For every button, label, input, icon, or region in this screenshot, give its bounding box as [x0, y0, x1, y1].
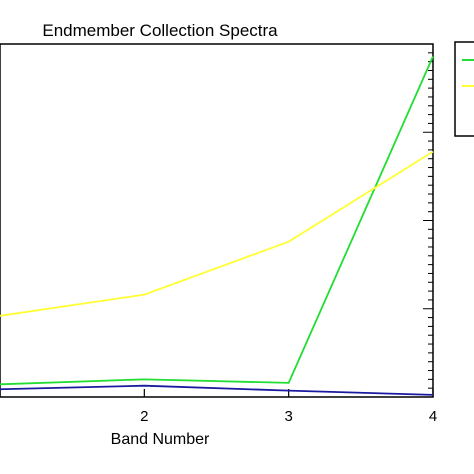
series-line-1	[0, 55, 434, 386]
chart-title: Endmember Collection Spectra	[42, 21, 278, 40]
x-tick-label: 4	[429, 408, 437, 425]
x-tick-label: 3	[284, 408, 292, 425]
series-lines	[0, 55, 434, 396]
plot-frame	[0, 43, 434, 398]
series-line-3	[0, 384, 434, 396]
legend-box	[454, 41, 474, 137]
x-tick-label: 2	[140, 408, 148, 425]
x-axis-ticks: 2 3 4	[0, 389, 437, 425]
series-line-2	[0, 150, 434, 317]
legend	[454, 41, 474, 137]
x-axis-label: Band Number	[111, 431, 210, 448]
y-axis-ticks	[423, 52, 433, 389]
